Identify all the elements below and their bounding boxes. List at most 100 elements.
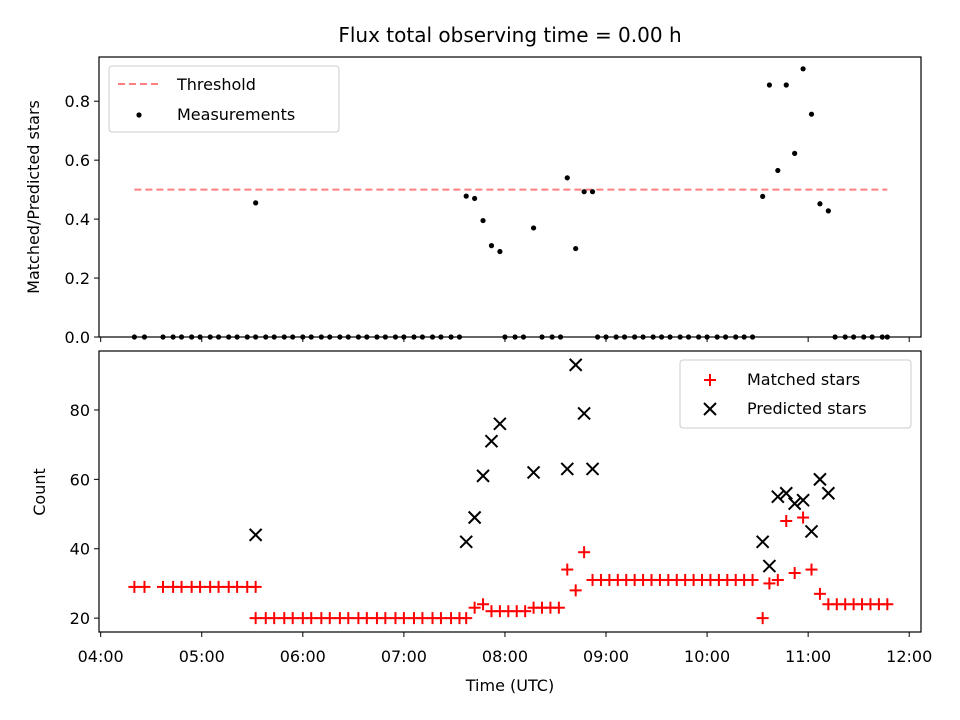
predicted-star-point [821, 486, 836, 500]
matched-star-point [157, 580, 170, 593]
top-legend: Threshold Measurements [108, 65, 340, 133]
predicted-star-point [804, 524, 819, 539]
predicted-star-point [755, 535, 770, 549]
matched-star-point [797, 511, 810, 524]
top-y-tick-label: 0.0 [65, 328, 90, 347]
matched-star-point [763, 577, 776, 590]
matched-star-point [805, 563, 818, 576]
matched-star-point [138, 580, 151, 593]
top-panel: 0.00.20.40.60.8 Matched/Predicted stars … [24, 56, 922, 347]
matched-star-point [268, 612, 281, 625]
matched-star-point [212, 580, 225, 593]
measurement-point [792, 150, 798, 156]
top-y-tick-label: 0.8 [65, 92, 90, 111]
top-y-tick-label: 0.2 [65, 269, 90, 288]
matched-star-point [881, 598, 894, 611]
bottom-x-tick-label: 05:00 [179, 647, 225, 666]
predicted-star-point [779, 486, 793, 500]
matched-star-point [323, 612, 336, 625]
top-y-tick-label: 0.4 [65, 210, 90, 229]
bottom-y-axis-label: Count [30, 468, 49, 516]
matched-star-point [788, 567, 801, 580]
predicted-star-point [248, 528, 263, 542]
matched-star-point [434, 612, 447, 625]
measurement-point [573, 245, 579, 252]
measurement-point [808, 111, 815, 117]
measurement-point [766, 82, 773, 88]
predicted-star-point [526, 465, 541, 480]
bottom-y-tick-label: 60 [70, 470, 90, 489]
measurements-legend-label: Measurements [177, 105, 295, 124]
matched-stars-legend-marker [704, 374, 716, 386]
matched-star-point [416, 612, 429, 625]
predicted-star-point [484, 434, 499, 448]
matched-star-point [231, 580, 244, 593]
predicted-star-point [762, 559, 777, 573]
matched-star-point [552, 601, 565, 614]
top-legend-box [108, 65, 340, 133]
matched-star-point [286, 612, 299, 625]
predicted-star-point [560, 462, 574, 476]
predicted-star-point [459, 535, 473, 549]
matched-star-point [342, 612, 355, 625]
bottom-x-tick-label: 08:00 [482, 647, 528, 666]
measurement-point [463, 193, 469, 199]
x-axis-label: Time (UTC) [465, 676, 554, 695]
bottom-plot-area [128, 358, 894, 625]
measurement-point [530, 225, 537, 231]
measurement-point [760, 193, 766, 200]
top-axes-frame [98, 56, 922, 338]
bottom-x-tick-label: 04:00 [78, 647, 124, 666]
matched-star-point [175, 580, 188, 593]
predicted-star-point [813, 472, 827, 487]
matched-star-point [128, 580, 141, 593]
predicted-star-point [577, 406, 591, 421]
measurement-point [817, 201, 823, 207]
predicted-star-point [568, 358, 583, 372]
bottom-axes-frame [98, 350, 922, 633]
top-y-axis-label: Matched/Predicted stars [24, 100, 43, 294]
bottom-x-tick-label: 10:00 [684, 647, 730, 666]
bottom-legend-box [679, 359, 912, 429]
measurement-point [253, 200, 259, 206]
bottom-panel: 20 40 60 80 04:00 05:00 06:00 07:00 08:00 09:00 1… [30, 350, 932, 695]
measurement-point [825, 208, 831, 214]
matched-star-point [569, 584, 582, 597]
matched-star-point [780, 514, 793, 527]
bottom-x-tick-label: 06:00 [280, 647, 326, 666]
top-y-ticks: 0.0 0.2 0.4 0.6 0.8 [65, 92, 99, 347]
matched-star-point [756, 612, 769, 625]
measurement-point [488, 243, 495, 249]
matched-star-point [813, 587, 826, 600]
bottom-x-tick-label: 09:00 [583, 647, 629, 666]
matched-star-point [561, 563, 574, 576]
predicted-stars-legend-label: Predicted stars [747, 399, 867, 418]
measurements-legend-marker [136, 112, 142, 118]
matched-star-point [360, 612, 373, 625]
measurement-point [589, 189, 596, 195]
matched-star-point [397, 612, 410, 625]
matched-star-point [460, 612, 473, 625]
matched-stars-legend-label: Matched stars [747, 370, 860, 389]
matched-star-point [305, 612, 318, 625]
predicted-star-point [476, 469, 490, 483]
predicted-star-point [493, 417, 507, 431]
matched-star-point [771, 573, 784, 586]
predicted-star-point [787, 496, 802, 511]
predicted-star-point [585, 462, 600, 476]
matched-star-point [746, 573, 759, 586]
matched-star-point [249, 612, 262, 625]
top-x-ticks [100, 337, 910, 342]
measurement-point [581, 189, 587, 195]
bottom-y-ticks: 20 40 60 80 [70, 401, 99, 628]
matched-star-point [578, 546, 591, 559]
bottom-y-tick-label: 40 [70, 540, 90, 559]
measurement-point [564, 175, 570, 181]
top-y-tick-label: 0.6 [65, 151, 90, 170]
measurement-point [497, 248, 503, 255]
measurement-point [775, 167, 781, 174]
measurement-point [783, 82, 789, 88]
predicted-star-point [796, 493, 810, 507]
matched-star-point [519, 605, 532, 618]
predicted-star-point [771, 489, 785, 504]
